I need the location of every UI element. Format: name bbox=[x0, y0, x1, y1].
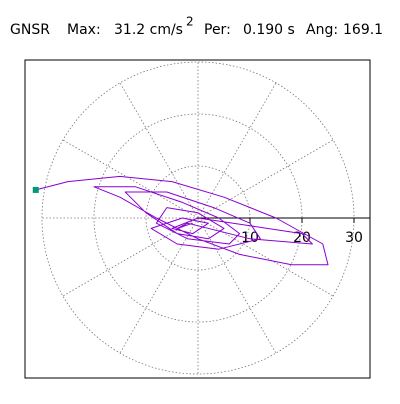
r-tick-label: 20 bbox=[293, 230, 311, 246]
spoke bbox=[119, 217, 199, 354]
header-value: 0.190 s bbox=[243, 22, 295, 38]
spoke bbox=[197, 139, 334, 219]
spoke bbox=[62, 139, 199, 219]
spoke bbox=[197, 217, 334, 297]
header-superscript: 2 bbox=[186, 15, 194, 29]
orbit-line bbox=[35, 175, 329, 266]
spoke bbox=[197, 217, 277, 354]
spoke bbox=[197, 82, 277, 219]
start-marker bbox=[32, 186, 39, 193]
r-tick-label: 30 bbox=[345, 230, 363, 246]
header-value: 169.1 bbox=[343, 22, 383, 38]
spoke bbox=[119, 82, 199, 219]
chart-title: GNSR bbox=[10, 22, 50, 38]
header-label: Per: bbox=[204, 22, 231, 38]
spoke bbox=[62, 217, 199, 297]
plot-frame bbox=[24, 59, 371, 379]
header-value: 31.2 cm/s bbox=[114, 22, 183, 38]
header-label: Ang: bbox=[306, 22, 338, 38]
header-label: Max: bbox=[67, 22, 101, 38]
